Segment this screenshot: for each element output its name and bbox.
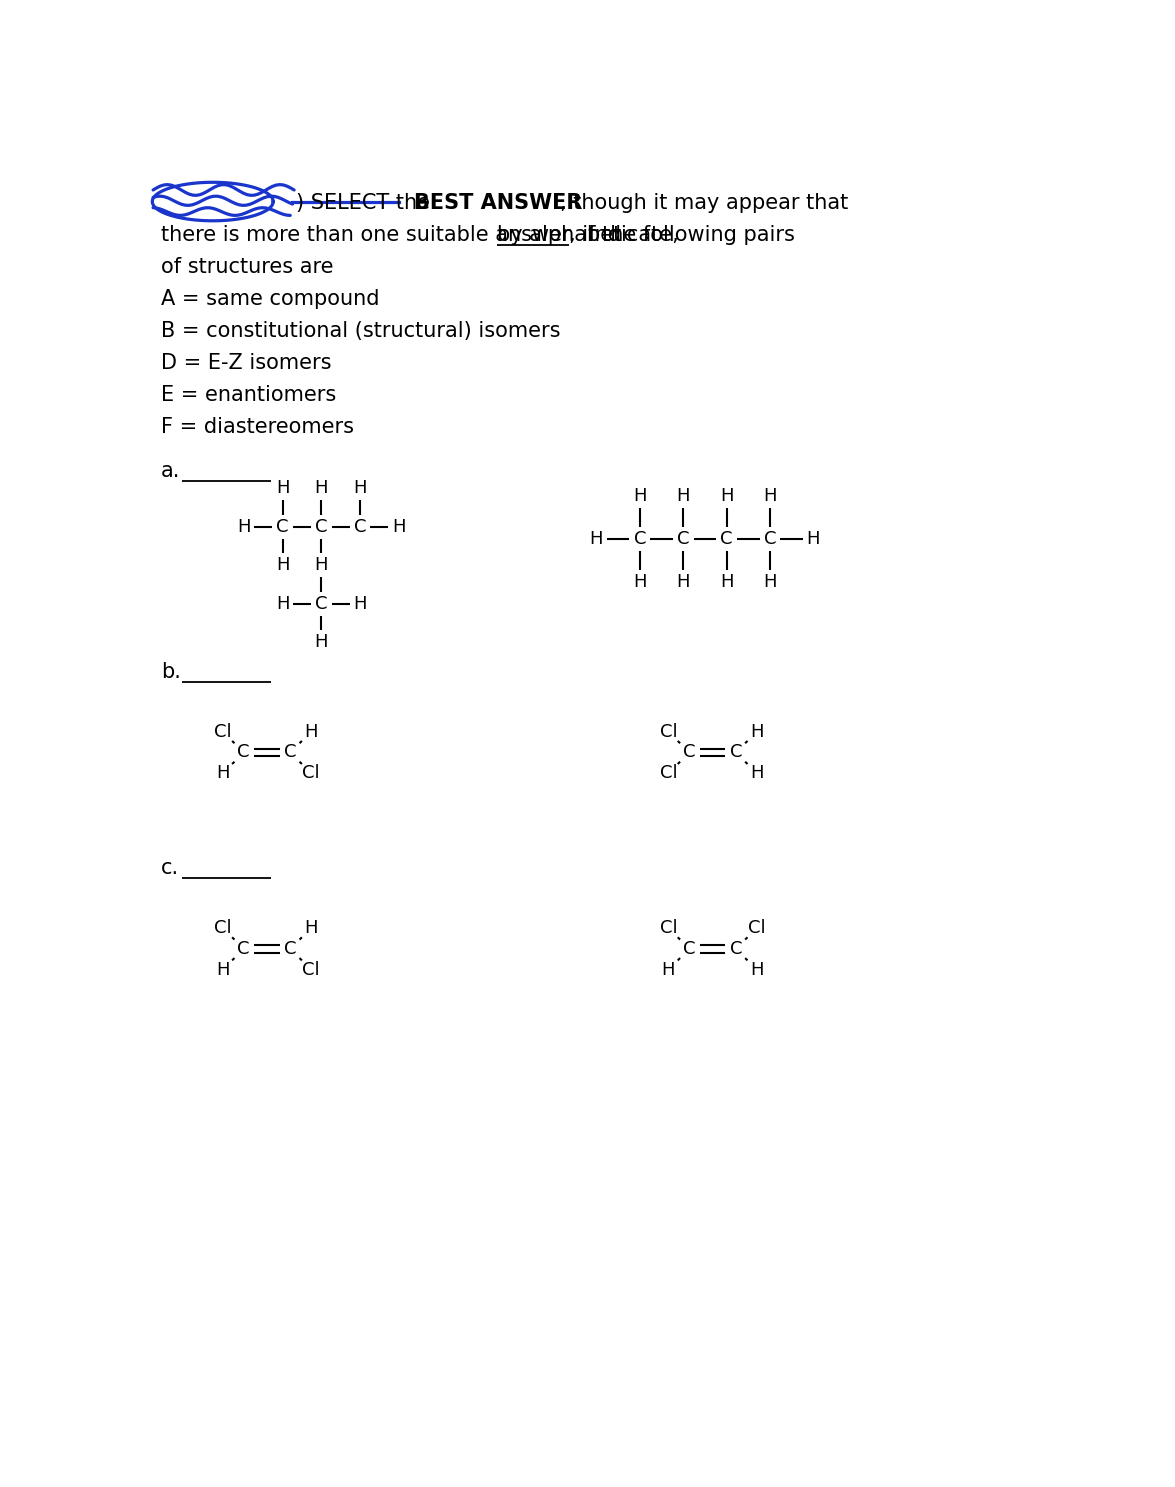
Text: Cl: Cl [214,919,231,937]
Text: F = diastereomers: F = diastereomers [161,416,354,437]
Text: H: H [216,764,229,782]
Text: of structures are: of structures are [161,257,334,277]
Text: C: C [677,531,690,549]
Text: C: C [764,531,777,549]
Text: C: C [284,744,296,761]
Text: H: H [276,595,289,613]
Text: H: H [662,961,676,978]
Text: H: H [633,488,646,506]
Text: H: H [590,531,603,549]
Text: Cl: Cl [214,723,231,741]
Text: H: H [750,723,764,741]
Text: C: C [284,940,296,958]
Text: C: C [683,744,696,761]
Text: Cl: Cl [302,961,320,978]
Text: ) SELECT the: ) SELECT the [296,193,437,213]
Text: C: C [730,744,743,761]
Text: B = constitutional (structural) isomers: B = constitutional (structural) isomers [161,321,560,341]
Text: C: C [633,531,646,549]
Text: BEST ANSWER: BEST ANSWER [415,193,583,213]
Text: C: C [730,940,743,958]
Text: there is more than one suitable answer.  Indicate,: there is more than one suitable answer. … [161,225,685,245]
Text: H: H [392,517,405,535]
Text: H: H [720,488,733,506]
Text: , if the following pairs: , if the following pairs [569,225,795,245]
Text: Cl: Cl [302,764,320,782]
Text: H: H [237,517,250,535]
Text: H: H [315,633,328,651]
Text: Cl: Cl [659,723,677,741]
Text: H: H [750,764,764,782]
Text: Cl: Cl [659,764,677,782]
Text: C: C [237,744,250,761]
Text: H: H [764,574,777,592]
Text: C: C [354,517,367,535]
Text: C: C [315,517,328,535]
Text: Cl: Cl [659,919,677,937]
Text: C: C [720,531,733,549]
Text: H: H [315,556,328,574]
Text: C: C [683,940,696,958]
Text: H: H [354,479,367,497]
Text: H: H [276,556,289,574]
Text: , though it may appear that: , though it may appear that [560,193,848,213]
Text: H: H [806,531,820,549]
Text: H: H [354,595,367,613]
Text: D = E-Z isomers: D = E-Z isomers [161,352,331,373]
Text: H: H [633,574,646,592]
Text: H: H [304,723,318,741]
Text: H: H [750,961,764,978]
Text: Cl: Cl [748,919,766,937]
Text: A = same compound: A = same compound [161,288,380,309]
Text: H: H [216,961,229,978]
Text: H: H [315,479,328,497]
Text: H: H [764,488,777,506]
Text: H: H [720,574,733,592]
Text: C: C [276,517,289,535]
Text: c.: c. [161,858,179,877]
Text: E = enantiomers: E = enantiomers [161,385,336,404]
Text: C: C [237,940,250,958]
Text: a.: a. [161,461,180,482]
Text: b.: b. [161,662,181,681]
Text: H: H [677,488,690,506]
Text: C: C [315,595,328,613]
Text: by alphabet: by alphabet [497,225,622,245]
Text: H: H [304,919,318,937]
Text: H: H [276,479,289,497]
Text: H: H [677,574,690,592]
